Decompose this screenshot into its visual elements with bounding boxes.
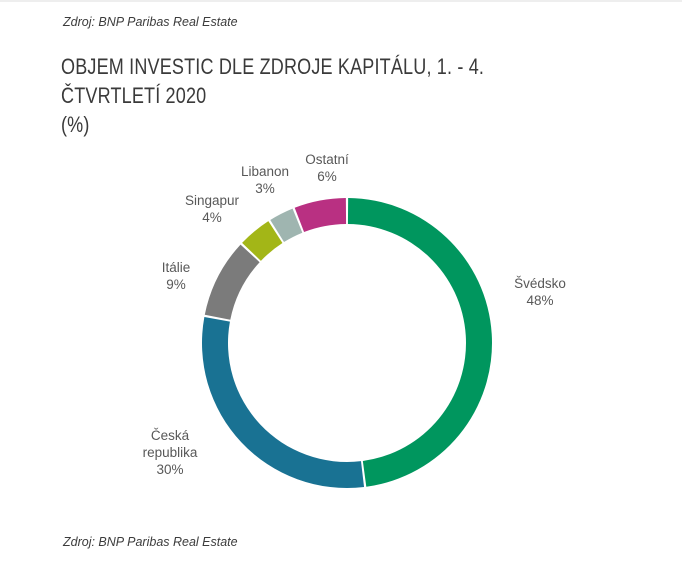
source-note-top: Zdroj: BNP Paribas Real Estate [63,15,238,29]
slice-value: 3% [255,181,275,196]
donut-slice-1 [347,198,493,487]
top-divider [0,0,682,2]
slice-label-1: Švédsko 48% [514,276,566,308]
slice-value: 6% [317,169,337,184]
slice-label-5: Libanon 3% [241,164,289,196]
slice-label-2: Česká republika 30% [143,428,198,477]
donut-labels: Švédsko 48% Česká republika 30% Itálie 9% Singa… [143,152,566,477]
slice-value: 4% [202,210,222,225]
donut-slice-5 [270,208,303,243]
source-note-bottom: Zdroj: BNP Paribas Real Estate [63,535,238,549]
donut-slice-4 [242,221,283,261]
donut-slice-2 [201,316,365,489]
donut-slice-6 [294,198,347,233]
slice-name: Itálie [162,260,191,275]
slice-label-4: Singapur 4% [185,193,240,225]
slice-name: Švédsko [514,276,566,291]
slice-label-3: Itálie 9% [162,260,191,292]
slice-name: Česká [151,428,190,443]
slice-value: 9% [166,277,186,292]
chart-title: OBJEM INVESTIC DLE ZDROJE KAPITÁLU, 1. -… [61,52,520,139]
slice-name: Singapur [185,193,240,208]
slice-label-6: Ostatní 6% [305,152,349,184]
chart-title-line-2: (%) [61,112,90,137]
slice-value: 48% [526,293,553,308]
donut-slices [201,198,493,489]
slice-name: Ostatní [305,152,349,167]
slice-name: republika [143,445,198,460]
donut-slice-3 [204,244,260,320]
slice-value: 30% [156,462,183,477]
slice-name: Libanon [241,164,289,179]
chart-title-line-1: OBJEM INVESTIC DLE ZDROJE KAPITÁLU, 1. -… [61,54,485,108]
